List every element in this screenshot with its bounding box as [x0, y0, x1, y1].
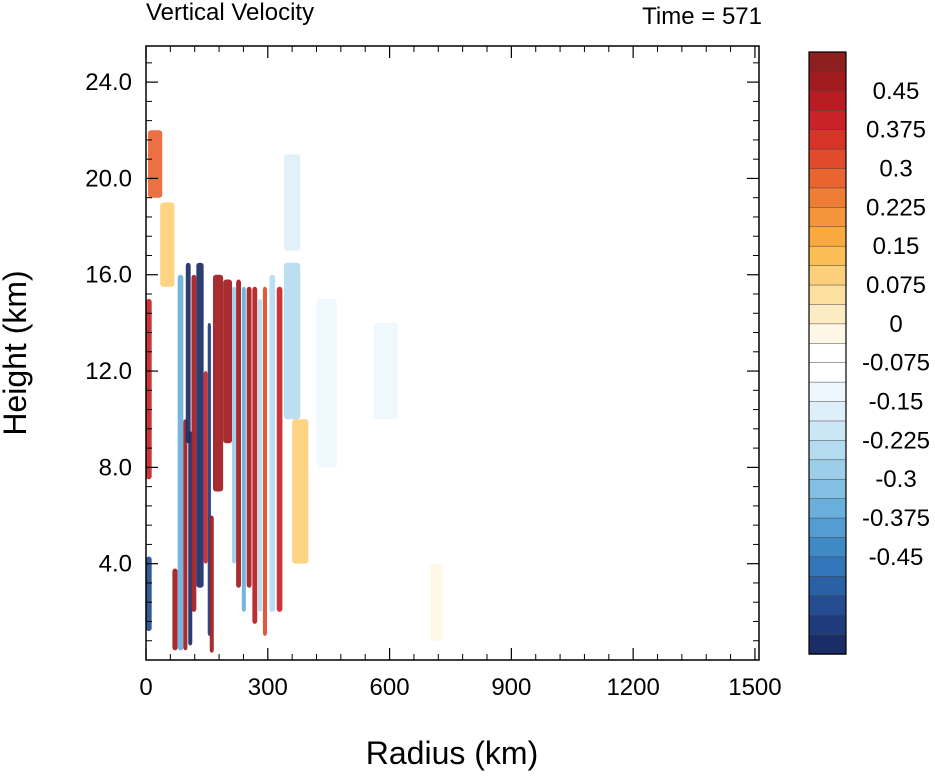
- colorbar-label: 0.3: [879, 156, 912, 183]
- colorbar-swatch: [808, 614, 847, 636]
- velocity-cell-26: [292, 419, 309, 564]
- velocity-cell-28: [316, 298, 337, 468]
- colorbar-swatch: [808, 284, 847, 306]
- colorbar-swatch: [808, 265, 847, 286]
- velocity-cell-2: [148, 130, 163, 198]
- colorbar-label: 0: [889, 311, 902, 338]
- colorbar-swatch: [808, 148, 847, 170]
- velocity-cell-22: [262, 286, 267, 636]
- colorbar-swatch: [808, 323, 847, 345]
- colorbar-label: -0.3: [875, 466, 916, 493]
- colorbar: 0.45 0.375 0.3 0.225 0.15 0.075 0 -0.075 -0.15 -0…: [808, 51, 930, 655]
- colorbar-label: -0.075: [862, 350, 930, 377]
- colorbar-swatch: [808, 381, 847, 403]
- velocity-cell-25: [284, 262, 301, 420]
- heatmap-field: [146, 130, 443, 653]
- colorbar-label: -0.375: [862, 505, 930, 532]
- colorbar-swatch: [808, 362, 847, 383]
- colorbar-label: 0.45: [873, 78, 920, 105]
- colorbar-swatch: [808, 634, 847, 655]
- colorbar-swatch: [808, 595, 847, 616]
- velocity-cell-9: [191, 274, 197, 612]
- x-axis-label: Radius (km): [366, 735, 538, 771]
- colorbar-swatch: [808, 90, 847, 112]
- velocity-cell-17: [236, 279, 241, 588]
- velocity-cell-19: [246, 286, 252, 588]
- x-tick-label: 1200: [606, 674, 659, 701]
- colorbar-label: -0.15: [869, 389, 924, 416]
- colorbar-swatch: [808, 498, 847, 519]
- velocity-cell-7: [185, 262, 191, 444]
- colorbar-swatch: [808, 478, 847, 500]
- colorbar-swatch: [808, 401, 847, 422]
- y-tick-label: 16.0: [85, 262, 132, 289]
- x-tick-label: 600: [370, 674, 410, 701]
- y-tick-label: 12.0: [85, 358, 132, 385]
- velocity-cell-20: [252, 286, 258, 624]
- velocity-cell-16: [232, 286, 237, 564]
- colorbar-swatch: [808, 168, 847, 189]
- colorbar-swatch: [808, 71, 847, 92]
- colorbar-swatch: [808, 187, 847, 209]
- velocity-cell-0: [146, 298, 152, 480]
- velocity-cell-24: [276, 286, 283, 612]
- y-tick-label: 24.0: [85, 69, 132, 96]
- colorbar-swatch: [808, 517, 847, 539]
- x-tick-label: 1500: [728, 674, 781, 701]
- colorbar-swatch: [808, 129, 847, 150]
- colorbar-swatch: [808, 226, 847, 247]
- velocity-cell-27: [284, 154, 301, 251]
- velocity-cell-5: [177, 274, 184, 651]
- velocity-cell-29: [373, 322, 398, 420]
- colorbar-label: -0.45: [869, 544, 924, 571]
- colorbar-label: 0.225: [866, 194, 926, 221]
- colorbar-label: 0.375: [866, 117, 926, 144]
- colorbar-swatch: [808, 537, 847, 558]
- y-tick-label: 4.0: [99, 551, 132, 578]
- colorbar-swatch: [808, 343, 847, 364]
- colorbar-swatch: [808, 245, 847, 267]
- colorbar-swatch: [808, 459, 847, 480]
- colorbar-swatch: [808, 576, 847, 597]
- x-tick-label: 0: [139, 674, 152, 701]
- velocity-cell-18: [241, 286, 246, 612]
- velocity-cell-10: [196, 262, 204, 588]
- velocity-cell-3: [160, 202, 175, 287]
- y-axis-label: Height (km): [0, 270, 33, 435]
- velocity-cell-4: [172, 568, 178, 651]
- velocity-cell-13: [209, 515, 214, 653]
- x-tick-label: 300: [248, 674, 288, 701]
- velocity-cell-6: [183, 419, 188, 651]
- colorbar-label: 0.075: [866, 272, 926, 299]
- colorbar-frame: [808, 51, 847, 655]
- x-tick-label: 900: [491, 674, 531, 701]
- time-label: Time = 571: [642, 3, 762, 30]
- colorbar-swatch: [808, 556, 847, 578]
- colorbar-label: 0.15: [873, 233, 920, 260]
- y-tick-label: 20.0: [85, 165, 132, 192]
- x-axis-ticks: 0 300 600 900 1200 1500: [139, 46, 782, 701]
- velocity-cell-21: [258, 298, 263, 612]
- velocity-cell-8: [188, 431, 193, 646]
- chart-title: Vertical Velocity: [146, 0, 314, 26]
- colorbar-swatch: [808, 110, 847, 131]
- velocity-cell-30: [430, 563, 443, 641]
- velocity-cell-14: [212, 274, 224, 492]
- colorbar-swatch: [808, 304, 847, 325]
- colorbar-swatch: [808, 51, 847, 73]
- y-tick-label: 8.0: [99, 454, 132, 481]
- plot-frame: [145, 45, 760, 661]
- velocity-cell-11: [203, 371, 208, 564]
- colorbar-swatch: [808, 207, 847, 228]
- colorbar-label: -0.225: [862, 427, 930, 454]
- velocity-cell-23: [269, 274, 276, 612]
- colorbar-swatch: [808, 420, 847, 442]
- colorbar-swatch: [808, 440, 847, 461]
- velocity-cell-1: [146, 556, 152, 632]
- velocity-cell-15: [223, 279, 233, 444]
- y-axis-ticks: 4.0 8.0 12.0 16.0 20.0 24.0: [85, 62, 759, 642]
